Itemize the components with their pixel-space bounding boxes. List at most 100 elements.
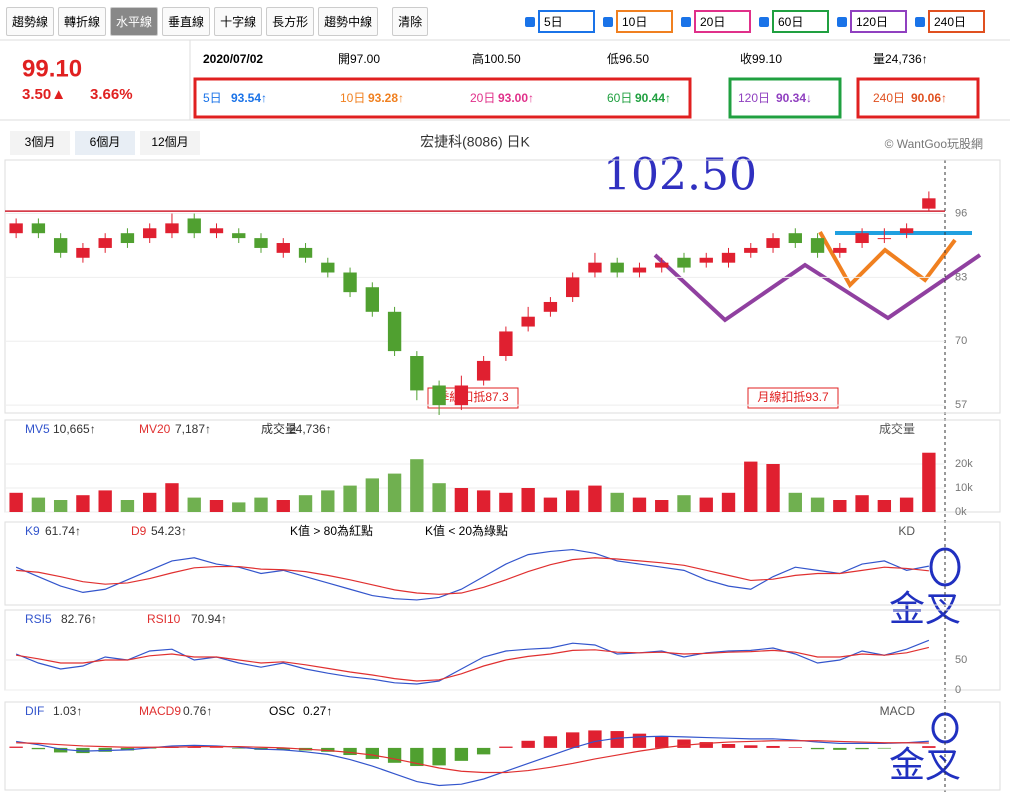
panel-frame [4, 701, 1001, 791]
ma-name: 120日 [738, 91, 770, 105]
checkbox[interactable] [759, 16, 769, 27]
volume-bar [298, 495, 313, 512]
candle-body [187, 218, 201, 234]
volume-bar [499, 492, 513, 512]
candle-body [143, 228, 157, 239]
y-tick-label: 0 [955, 684, 961, 696]
volume-bar [855, 495, 869, 512]
osc-bar [98, 747, 112, 752]
osc-bar [721, 744, 736, 748]
candle-body [276, 243, 290, 253]
tool-button[interactable]: 十字線 [214, 7, 263, 36]
osc-bar [521, 740, 535, 748]
osc-bar [499, 746, 513, 748]
ma-select[interactable]: 120日 [850, 10, 907, 33]
note: K值 > 80為紅點 [290, 523, 373, 538]
highlight-box [193, 77, 692, 119]
tool-button[interactable]: 長方形 [266, 7, 315, 36]
checkbox[interactable] [681, 16, 691, 27]
range-button[interactable] [140, 131, 200, 155]
tool-button[interactable]: 趨勢中線 [318, 7, 379, 36]
panel-frame [4, 521, 1001, 606]
ma-name: 20日 [470, 91, 495, 105]
tool-button[interactable]: 水平線 [110, 7, 159, 36]
range-button[interactable] [75, 131, 135, 155]
osc-bar [677, 739, 691, 748]
osc-bar [588, 730, 602, 748]
ma-option[interactable]: 240日 [915, 10, 985, 33]
circle [929, 547, 961, 587]
legend-name: MACD9 [139, 704, 181, 718]
ma-value: 93.54↑ [231, 91, 267, 105]
volume-bar [432, 483, 446, 512]
tool-button[interactable]: 垂直線 [162, 7, 211, 36]
osc-bar [632, 733, 647, 748]
checkbox[interactable] [525, 16, 535, 27]
tool-button[interactable]: 轉折線 [58, 7, 107, 36]
checkbox[interactable] [603, 16, 613, 27]
ma-option[interactable]: 120日 [837, 10, 907, 33]
ma-name: 10日 [340, 91, 365, 105]
panel-title: KD [898, 524, 915, 538]
ma-select[interactable]: 60日 [772, 10, 829, 33]
volume-bar [276, 500, 290, 512]
candle-body [365, 287, 379, 312]
osc-bar [276, 747, 290, 750]
ma-name: 240日 [873, 91, 905, 105]
line [15, 548, 929, 601]
osc-bar [476, 747, 491, 755]
volume-bar [588, 485, 602, 512]
ma-option[interactable]: 20日 [681, 10, 751, 33]
tool-button[interactable]: 趨勢線 [6, 7, 55, 36]
highlight-box [728, 77, 842, 119]
candle-body [209, 228, 224, 234]
ma-select[interactable]: 5日 [538, 10, 595, 33]
legend-value: 1.03↑ [53, 704, 82, 718]
candle-body [454, 385, 469, 406]
ma-option[interactable]: 60日 [759, 10, 829, 33]
ma-select[interactable]: 10日 [616, 10, 673, 33]
ma-select[interactable]: 20日 [694, 10, 751, 33]
tag-text: 月線扣抵93.7 [757, 389, 829, 404]
candle-body [543, 301, 558, 312]
drawn-pattern [653, 253, 982, 323]
candle-body [833, 247, 847, 253]
osc-bar [922, 746, 936, 748]
range-button[interactable] [10, 131, 70, 155]
line [16, 557, 929, 595]
toolbar: 趨勢線 轉折線 水平線 垂直線 十字線 長方形 趨勢中線 清除 [6, 7, 429, 36]
osc-bar [610, 731, 624, 748]
volume-bar [721, 492, 736, 512]
osc-bar [31, 747, 46, 750]
ma-option[interactable]: 5日 [525, 10, 595, 33]
volume-bar [632, 497, 647, 512]
y-tick-label: 50 [955, 654, 967, 666]
copyright: © WantGoo玩股網 [885, 137, 983, 151]
candle-body [655, 262, 669, 268]
candle-body [298, 247, 313, 258]
volume-bar [543, 497, 558, 512]
ma-select[interactable]: 240日 [928, 10, 985, 33]
volume-bar [53, 500, 68, 512]
panel-title: MACD [880, 704, 916, 718]
osc-bar [365, 747, 379, 759]
volume-bar [788, 492, 802, 512]
osc-bar [53, 747, 68, 753]
tool-button[interactable]: 清除 [392, 7, 429, 36]
drawn-pattern [818, 231, 957, 289]
volume-bar [766, 464, 780, 512]
candle-body [699, 257, 713, 263]
candle-body [677, 257, 691, 268]
candle-body [877, 238, 892, 240]
candle-body [566, 277, 580, 298]
volume-bar [143, 492, 157, 512]
legend-value: 0.76↑ [183, 704, 212, 718]
checkbox[interactable] [837, 16, 847, 27]
date: 2020/07/02 [203, 52, 263, 66]
legend-value: 70.94↑ [191, 612, 227, 626]
checkbox[interactable] [915, 16, 925, 27]
annotation: 102.50 [603, 150, 757, 201]
ma-option[interactable]: 10日 [603, 10, 673, 33]
osc-bar [321, 747, 335, 752]
